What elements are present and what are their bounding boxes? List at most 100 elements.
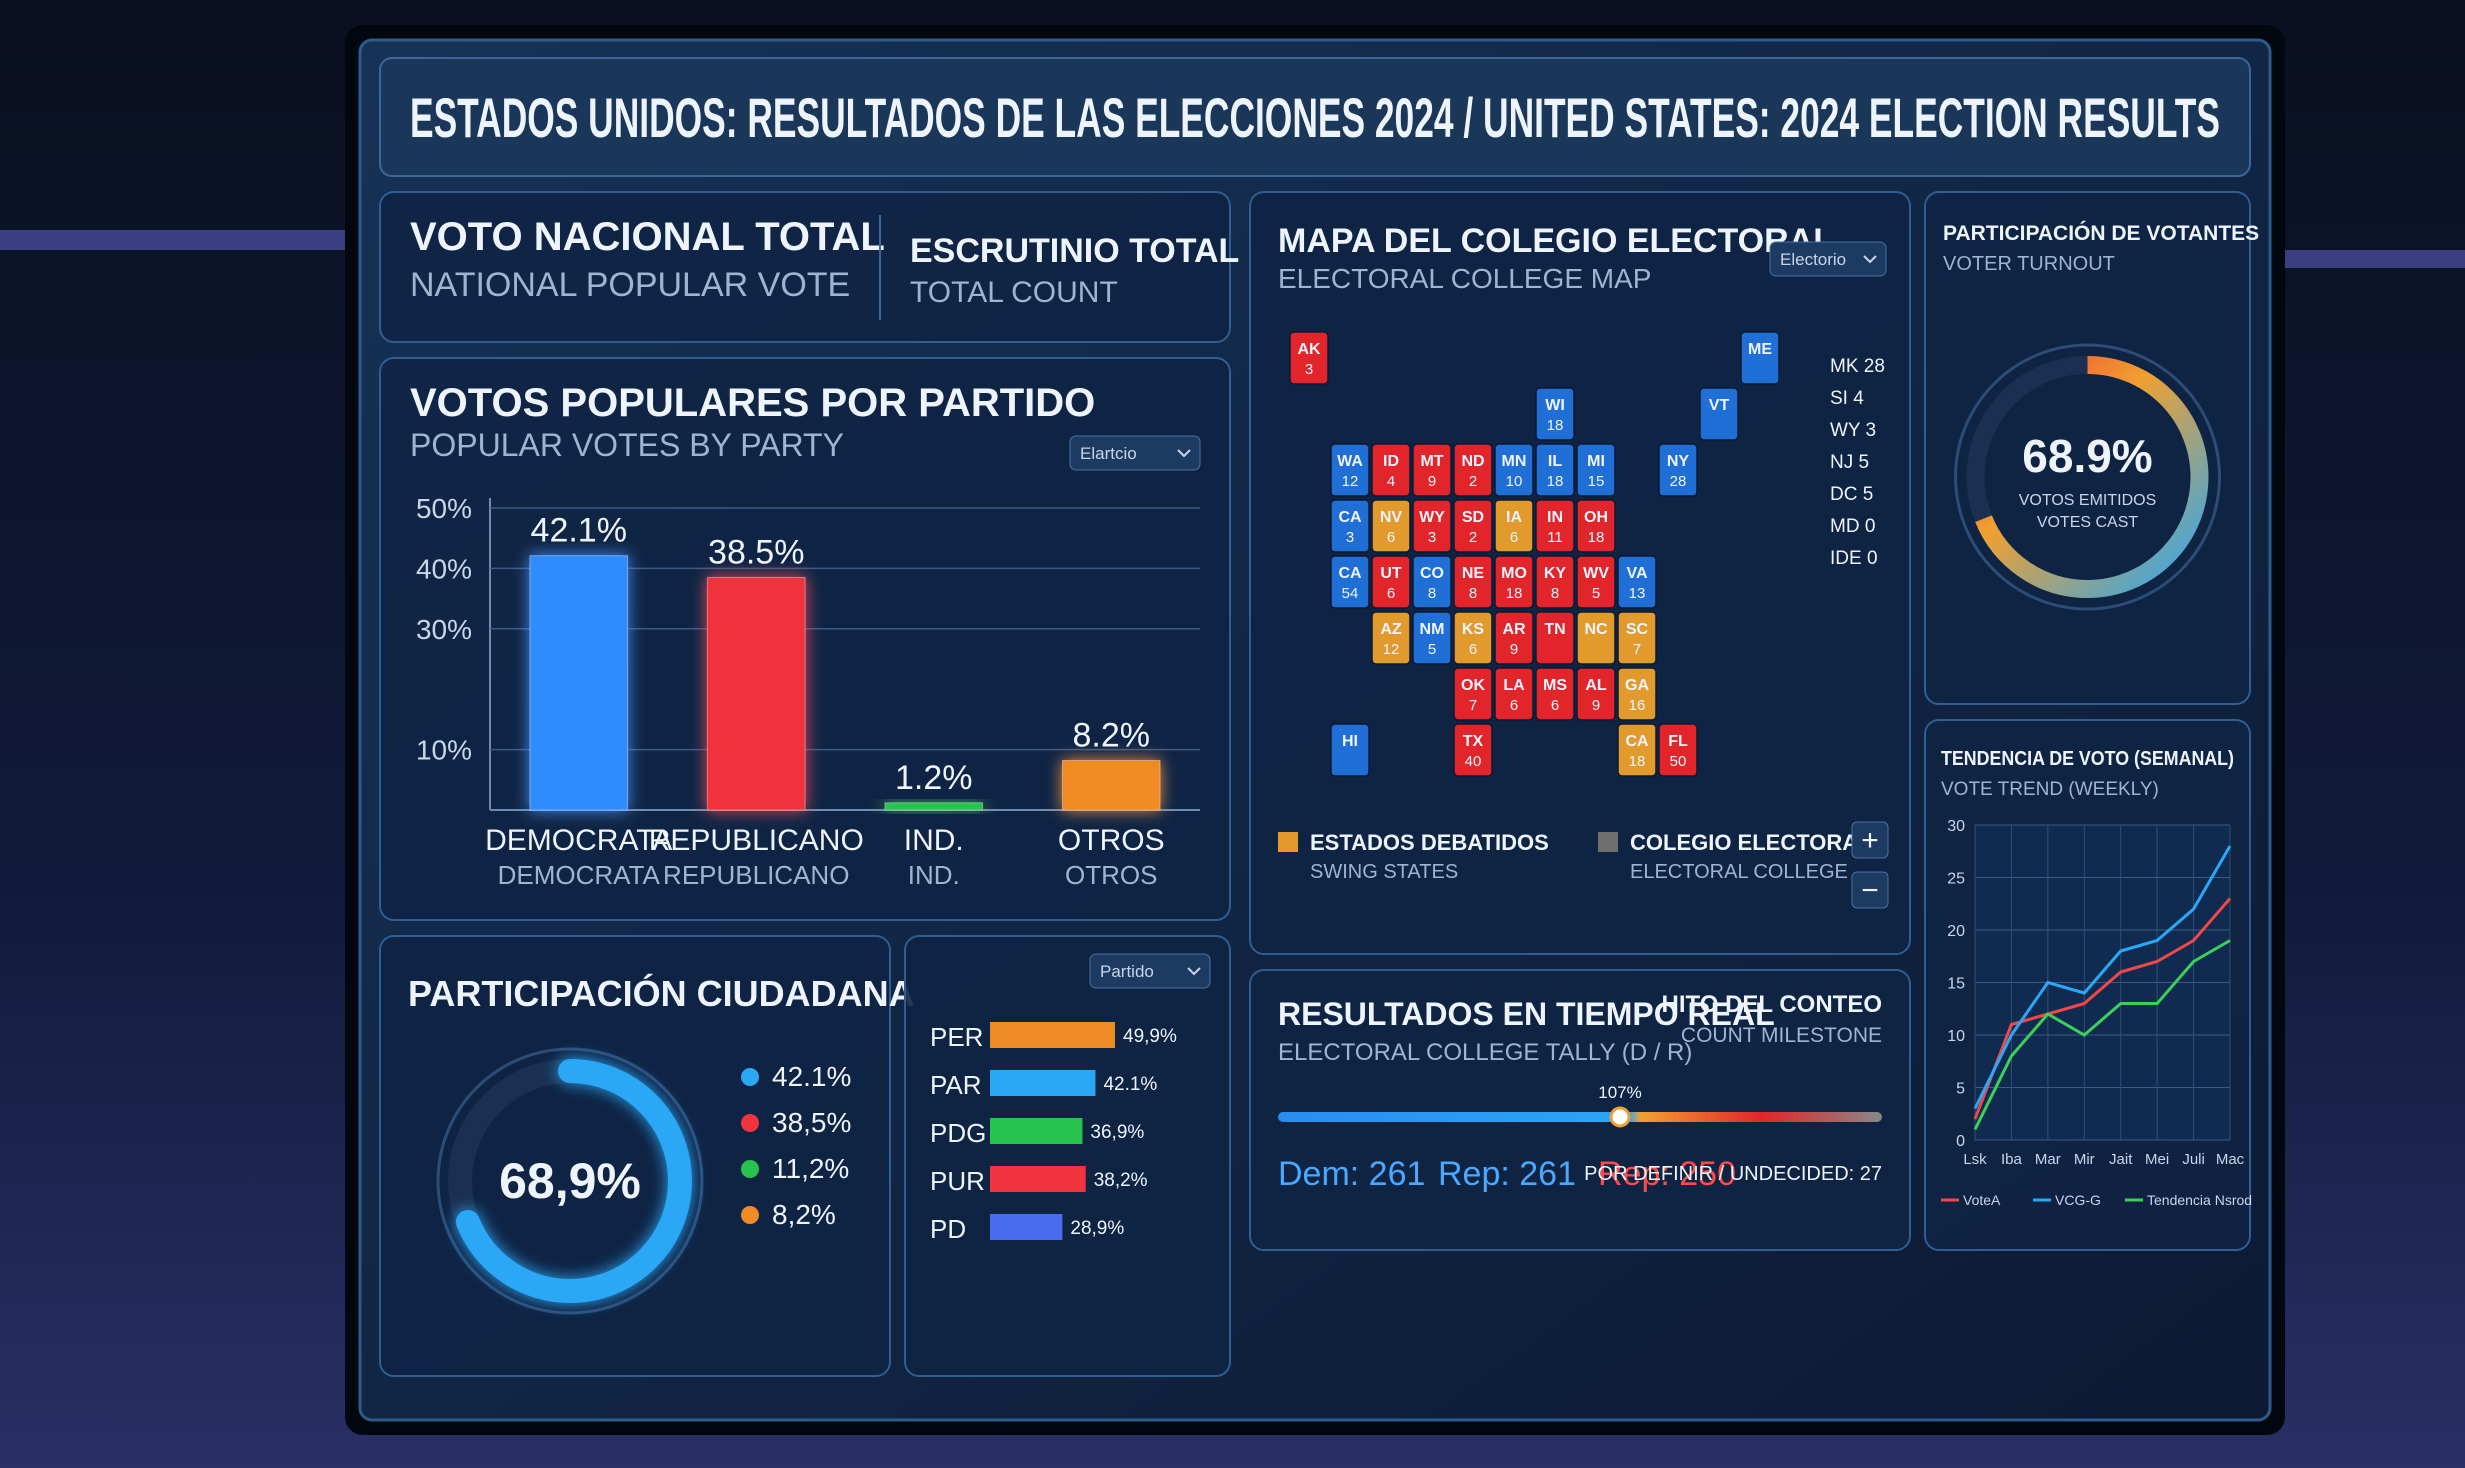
side-list-item: MK 28 bbox=[1830, 356, 1885, 377]
state-tile[interactable] bbox=[1330, 555, 1370, 609]
legend-label: 11,2% bbox=[772, 1153, 849, 1184]
chart-subtitle: VOTER TURNOUT bbox=[1943, 253, 2115, 275]
state-tile[interactable] bbox=[1576, 499, 1616, 553]
chart-title: PARTICIPACIÓN CIUDADANA bbox=[408, 972, 915, 1014]
state-votes: 11 bbox=[1547, 529, 1563, 546]
y-tick-label: PER bbox=[930, 1022, 983, 1052]
state-votes: 8 bbox=[1469, 585, 1477, 602]
state-label: WI bbox=[1545, 397, 1565, 414]
state-tile[interactable] bbox=[1576, 667, 1616, 721]
state-tile[interactable] bbox=[1412, 443, 1452, 497]
state-tile[interactable] bbox=[1371, 443, 1411, 497]
state-tile[interactable] bbox=[1658, 443, 1698, 497]
state-tile[interactable] bbox=[1453, 611, 1493, 665]
state-tile[interactable] bbox=[1453, 723, 1493, 777]
y-tick-label: 25 bbox=[1947, 871, 1965, 888]
state-tile[interactable] bbox=[1576, 611, 1616, 665]
state-label: GA bbox=[1625, 677, 1649, 694]
side-list-item: SI 4 bbox=[1830, 388, 1864, 409]
bar bbox=[884, 802, 984, 811]
panel-title: RESULTADOS EN TIEMPO REAL bbox=[1278, 996, 1775, 1032]
state-tile[interactable] bbox=[1453, 443, 1493, 497]
state-tile[interactable] bbox=[1535, 611, 1575, 665]
bar bbox=[529, 555, 629, 811]
state-tile[interactable] bbox=[1658, 723, 1698, 777]
state-label: OK bbox=[1461, 677, 1485, 694]
panel-title: ESCRUTINIO TOTAL bbox=[910, 232, 1239, 270]
state-tile[interactable] bbox=[1412, 555, 1452, 609]
dropdown-chevron bbox=[1187, 967, 1201, 976]
gauge-caption: VOTES CAST bbox=[2037, 514, 2139, 531]
state-tile[interactable] bbox=[1453, 555, 1493, 609]
bar bbox=[706, 576, 806, 811]
bar bbox=[990, 1166, 1086, 1192]
state-tile[interactable] bbox=[1494, 499, 1534, 553]
zoom-button[interactable] bbox=[1851, 821, 1889, 859]
state-tile[interactable] bbox=[1576, 443, 1616, 497]
chart-subtitle: VOTE TREND (WEEKLY) bbox=[1941, 779, 2159, 800]
state-tile[interactable] bbox=[1535, 555, 1575, 609]
y-tick-label: PUR bbox=[930, 1166, 985, 1196]
y-tick-label: 50% bbox=[416, 493, 472, 524]
state-votes: 13 bbox=[1629, 585, 1646, 602]
value-label: 42.1% bbox=[531, 512, 627, 550]
state-tile[interactable] bbox=[1494, 611, 1534, 665]
state-tile[interactable] bbox=[1535, 667, 1575, 721]
zoom-button[interactable] bbox=[1851, 871, 1889, 909]
panel-title: HITO DEL CONTEO bbox=[1662, 991, 1882, 1018]
state-tile[interactable] bbox=[1494, 667, 1534, 721]
state-tile[interactable] bbox=[1371, 611, 1411, 665]
state-votes: 6 bbox=[1469, 641, 1477, 658]
state-label: IA bbox=[1506, 509, 1522, 526]
y-tick-label: 5 bbox=[1956, 1081, 1965, 1098]
state-tile[interactable] bbox=[1576, 555, 1616, 609]
state-tile[interactable] bbox=[1412, 499, 1452, 553]
x-tick-label: Mei bbox=[2145, 1151, 2169, 1168]
gauge-arc bbox=[1966, 356, 2209, 598]
dropdown[interactable] bbox=[1089, 953, 1211, 989]
state-tile[interactable] bbox=[1453, 667, 1493, 721]
tally-bar bbox=[1278, 1112, 1882, 1122]
zoom-label: + bbox=[1861, 824, 1879, 857]
state-votes: 9 bbox=[1510, 641, 1518, 658]
chart-title: PARTICIPACIÓN DE VOTANTES bbox=[1943, 221, 2259, 245]
state-tile[interactable] bbox=[1494, 443, 1534, 497]
state-label: NM bbox=[1420, 621, 1445, 638]
value-label: 49,9% bbox=[1123, 1026, 1177, 1047]
state-tile[interactable] bbox=[1412, 611, 1452, 665]
x-tick-label: Juli bbox=[2182, 1151, 2205, 1168]
donut-value: 68,9% bbox=[499, 1153, 641, 1209]
state-tile[interactable] bbox=[1330, 723, 1370, 777]
title-bar bbox=[379, 57, 2251, 177]
state-votes: 9 bbox=[1428, 473, 1436, 490]
state-tile[interactable] bbox=[1740, 331, 1780, 385]
dropdown[interactable] bbox=[1069, 435, 1201, 471]
state-label: MS bbox=[1543, 677, 1567, 694]
state-tile[interactable] bbox=[1617, 667, 1657, 721]
state-tile[interactable] bbox=[1494, 555, 1534, 609]
state-tile[interactable] bbox=[1330, 443, 1370, 497]
state-votes: 7 bbox=[1633, 641, 1641, 658]
state-tile[interactable] bbox=[1535, 387, 1575, 441]
side-list-item: WY 3 bbox=[1830, 420, 1876, 441]
state-tile[interactable] bbox=[1371, 555, 1411, 609]
gauge-value: 68.9% bbox=[2022, 430, 2152, 482]
state-tile[interactable] bbox=[1535, 443, 1575, 497]
state-label: HI bbox=[1342, 733, 1358, 750]
state-tile[interactable] bbox=[1330, 499, 1370, 553]
state-tile[interactable] bbox=[1289, 331, 1329, 385]
state-label: UT bbox=[1380, 565, 1402, 582]
state-tile[interactable] bbox=[1371, 499, 1411, 553]
state-label: VA bbox=[1626, 565, 1647, 582]
state-tile[interactable] bbox=[1453, 499, 1493, 553]
state-tile[interactable] bbox=[1617, 723, 1657, 777]
state-tile[interactable] bbox=[1617, 555, 1657, 609]
state-tile[interactable] bbox=[1699, 387, 1739, 441]
state-tile[interactable] bbox=[1535, 499, 1575, 553]
donut-ring bbox=[436, 1047, 704, 1315]
dropdown-label: Electorio bbox=[1780, 250, 1846, 269]
dropdown-label: Elartcio bbox=[1080, 444, 1137, 463]
dropdown[interactable] bbox=[1769, 241, 1887, 277]
state-tile[interactable] bbox=[1617, 611, 1657, 665]
x-tick-label: IND. bbox=[904, 824, 964, 857]
